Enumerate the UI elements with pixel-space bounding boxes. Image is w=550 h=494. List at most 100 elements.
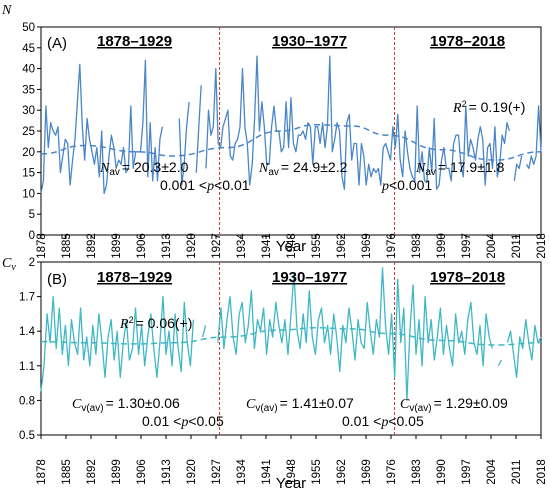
panel-b-y-ticks: 0.5 0.8 1.1 1.4 1.7 2 (19, 257, 41, 442)
series-line (40, 59, 164, 195)
x-tick-label: 1906 (136, 459, 148, 485)
x-tick-label: 1892 (86, 459, 98, 485)
svg-text:Cv(av)= 1.41±0.07: Cv(av) = 1.41±0.07 (246, 395, 354, 414)
x-tick-label: 1934 (236, 459, 248, 485)
x-tick-label: 1997 (461, 233, 473, 259)
svg-text:Cv(av)= 1.30±0.06: Cv(av) = 1.30±0.06 (72, 395, 180, 414)
y-tick-label: 1.1 (19, 361, 35, 373)
panel-a-nav-2-value: = 24.9±2.2 (281, 159, 348, 175)
panel-a-p-1-upper: <0.01 (214, 177, 250, 193)
panel-a-y-label: N (1, 3, 12, 18)
panel-b-p-2-lower: 0.01 < (342, 413, 381, 429)
panel-a-nav-3-value: = 17.9±1.8 (438, 159, 505, 175)
svg-text:Cv(av)= 1.29±0.09: Cv(av) = 1.29±0.09 (400, 395, 508, 414)
panel-b-p-2-upper: <0.05 (388, 413, 424, 429)
panel-a-nav-3: Nav = 17.9±1.8 (415, 159, 505, 178)
x-tick-label: 2011 (511, 234, 523, 259)
x-tick-label: 1941 (261, 459, 273, 485)
y-tick-label: 1.4 (19, 326, 36, 338)
x-tick-label: 1899 (111, 233, 123, 259)
series-line (217, 267, 493, 402)
panel-a-p-2-upper: <0.001 (389, 177, 432, 193)
y-tick-label: 40 (22, 64, 35, 76)
x-tick-label: 1892 (86, 233, 98, 259)
panel-b-cv-3: Cv(av) = 1.29±0.09 (400, 395, 508, 414)
panel-b-r2-annotation: R2 = 0.06(+) (119, 315, 192, 332)
x-tick-label: 1913 (161, 459, 173, 485)
y-tick-label: 1.7 (19, 292, 35, 304)
y-tick-label: 0.8 (19, 395, 35, 407)
svg-text:p<0.001: p<0.001 (381, 177, 432, 194)
x-tick-label: 1948 (286, 233, 298, 259)
panel-a-period-1: 1878–1929 (97, 33, 172, 50)
svg-text:Nav= 20.3±2.0: Nav = 20.3±2.0 (99, 159, 189, 178)
panel-b-cv-3-value: = 1.29±0.09 (434, 395, 508, 411)
panel-a-p-2: p<0.001 (381, 177, 432, 194)
x-tick-label: 1927 (211, 459, 223, 485)
svg-text:Nav= 17.9±1.8: Nav = 17.9±1.8 (415, 159, 505, 178)
panel-a-series (40, 55, 542, 195)
x-tick-label: 1955 (311, 459, 323, 485)
x-tick-label: 1878 (36, 233, 48, 259)
x-tick-label: 1990 (436, 459, 448, 485)
series-line (525, 105, 542, 170)
panel-b-cv-1: Cv(av) = 1.30±0.06 (72, 395, 180, 414)
x-tick-label: 2004 (486, 233, 498, 259)
x-tick-label: 1983 (411, 233, 423, 259)
panel-a-plot-frame (40, 26, 542, 236)
panel-b-r2-value: = 0.06(+) (136, 315, 193, 331)
series-line (195, 85, 202, 173)
panel-b-y-label: Cv (2, 256, 16, 273)
x-tick-label: 1885 (61, 459, 73, 485)
x-tick-label: 2011 (511, 460, 523, 485)
panel-a-y-ticks: 0 5 10 15 20 25 30 35 40 45 50 (22, 22, 41, 242)
series-line (513, 155, 523, 181)
series-line (497, 359, 502, 367)
panel-a-r2-annotation: R2 = 0.19(+) (452, 99, 525, 116)
x-tick-label: 1920 (186, 459, 198, 485)
panel-b-p-2: 0.01 <p<0.05 (342, 413, 424, 430)
y-tick-label: 0.5 (19, 430, 35, 442)
panel-b-p-1: 0.01 <p<0.05 (142, 413, 224, 430)
panel-a-r2-value: = 0.19(+) (469, 99, 526, 115)
x-tick-label: 1934 (236, 233, 248, 259)
panel-a-nav-1: Nav = 20.3±2.0 (99, 159, 189, 178)
x-tick-label: 1976 (386, 459, 398, 485)
panel-a-nav-2: Nav = 24.9±2.2 (258, 159, 348, 178)
panel-a-trend (40, 124, 542, 161)
series-line (40, 295, 195, 392)
panel-b-period-2: 1930–1977 (272, 269, 347, 286)
x-tick-label: 1941 (261, 233, 273, 259)
x-tick-label: 2004 (486, 459, 498, 485)
svg-text:0.01 <p<0.05: 0.01 <p<0.05 (342, 413, 424, 430)
panel-b-x-label: Year (276, 475, 306, 492)
panel-a-p-1: 0.001 <p<0.01 (160, 177, 250, 194)
panel-b-period-3: 1978–2018 (430, 269, 505, 286)
x-tick-label: 1885 (61, 233, 73, 259)
y-tick-label: 2 (29, 257, 35, 269)
x-tick-label: 1976 (386, 233, 398, 259)
panel-b-cv-1-value: = 1.30±0.06 (106, 395, 180, 411)
panel-b-trend (40, 326, 542, 346)
panel-b-p-1-upper: <0.05 (188, 413, 224, 429)
trend-line (40, 326, 542, 346)
x-tick-label: 2018 (536, 459, 548, 485)
panel-a-period-3: 1978–2018 (430, 33, 505, 50)
trend-line (40, 124, 542, 161)
series-line (201, 325, 207, 338)
x-tick-label: 1920 (186, 233, 198, 259)
x-tick-label: 1913 (161, 233, 173, 259)
series-line (178, 101, 190, 186)
y-tick-label: 25 (22, 126, 35, 138)
y-tick-label: 0 (29, 230, 35, 242)
y-tick-label: 50 (22, 22, 35, 34)
panel-b: Cv 0.5 0.8 1.1 1.4 1.7 2 1878 1885 1892 1899 1906… (2, 256, 548, 492)
y-tick-label: 35 (22, 84, 35, 96)
x-tick-label: 1962 (336, 233, 348, 259)
x-tick-label: 1955 (311, 233, 323, 259)
y-tick-label: 15 (22, 168, 35, 180)
x-tick-label: 1906 (136, 233, 148, 259)
x-tick-label: 1990 (436, 233, 448, 259)
